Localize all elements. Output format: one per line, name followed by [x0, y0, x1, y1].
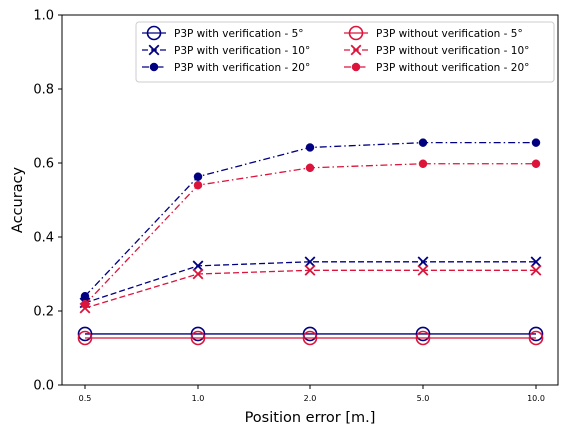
- legend-marker: [348, 25, 364, 41]
- legend-box: [135, 21, 555, 83]
- data-point: [304, 256, 316, 268]
- data-point: [417, 256, 429, 268]
- legend-label: P3P without verification - 10°: [376, 45, 529, 57]
- data-point: [80, 300, 90, 309]
- data-point: [193, 180, 203, 190]
- data-point: [530, 256, 542, 268]
- series-layer: [77, 138, 544, 346]
- x-tick-label: 10.0: [527, 394, 545, 403]
- y-tick-label: 0.0: [33, 379, 54, 394]
- data-point: [192, 268, 204, 280]
- y-tick-label: 0.4: [33, 231, 54, 246]
- data-point: [302, 330, 318, 346]
- series-6: [80, 159, 541, 309]
- x-tick-label: 5.0: [417, 394, 430, 403]
- data-point: [530, 264, 542, 276]
- legend-marker: [149, 62, 159, 72]
- data-point: [528, 326, 544, 342]
- x-tick-label: 2.0: [304, 394, 317, 403]
- legend-marker: [146, 25, 162, 41]
- legend-label: P3P with verification - 10°: [174, 45, 310, 57]
- x-tick-label: 0.5: [79, 394, 92, 403]
- data-point: [190, 330, 206, 346]
- data-point: [190, 326, 206, 342]
- x-tick-label: 1.0: [192, 394, 205, 403]
- legend-label: P3P with verification - 20°: [174, 62, 310, 74]
- data-point: [418, 138, 428, 147]
- data-point: [415, 330, 431, 346]
- data-point: [305, 163, 315, 173]
- data-point: [418, 159, 428, 168]
- legend-label: P3P without verification - 20°: [376, 62, 529, 74]
- series-1: [77, 326, 544, 342]
- legend-entry-5: P3P without verification - 10°: [344, 44, 529, 57]
- legend-entry-1: P3P with verification - 5°: [142, 25, 304, 41]
- legend-entry-4: P3P without verification - 5°: [344, 25, 523, 41]
- data-point: [77, 326, 93, 342]
- series-4: [77, 330, 544, 346]
- legend-entry-6: P3P without verification - 20°: [344, 62, 529, 74]
- data-point: [531, 159, 541, 168]
- data-point: [302, 326, 318, 342]
- y-axis-ticks: 0.0 0.2 0.4 0.6 0.8 1.0: [33, 9, 62, 394]
- legend-marker: [148, 44, 160, 56]
- y-tick-label: 0.6: [33, 157, 54, 172]
- legend-entry-3: P3P with verification - 20°: [142, 62, 310, 74]
- data-point: [305, 143, 315, 152]
- legend-marker: [350, 44, 362, 56]
- data-point: [415, 326, 431, 342]
- data-point: [417, 264, 429, 276]
- legend-label: P3P with verification - 5°: [174, 28, 304, 40]
- legend-entry-2: P3P with verification - 10°: [142, 44, 310, 57]
- y-tick-label: 1.0: [33, 9, 54, 24]
- y-tick-label: 0.8: [33, 83, 54, 98]
- data-point: [80, 291, 90, 301]
- legend-label: P3P without verification - 5°: [376, 28, 523, 40]
- data-point: [528, 330, 544, 346]
- legend: P3P with verification - 5° P3P with verif…: [135, 21, 555, 83]
- data-point: [77, 330, 93, 346]
- data-point: [192, 260, 204, 272]
- data-point: [193, 172, 203, 181]
- legend-marker: [351, 62, 361, 72]
- y-axis-label: Accuracy: [10, 166, 26, 233]
- y-tick-label: 0.2: [33, 305, 54, 320]
- series-3: [80, 138, 541, 301]
- data-point: [304, 264, 316, 276]
- x-axis-ticks: 0.5 1.0 2.0 5.0 10.0: [79, 385, 545, 403]
- data-point: [531, 138, 541, 147]
- x-axis-label: Position error [m.]: [245, 410, 376, 426]
